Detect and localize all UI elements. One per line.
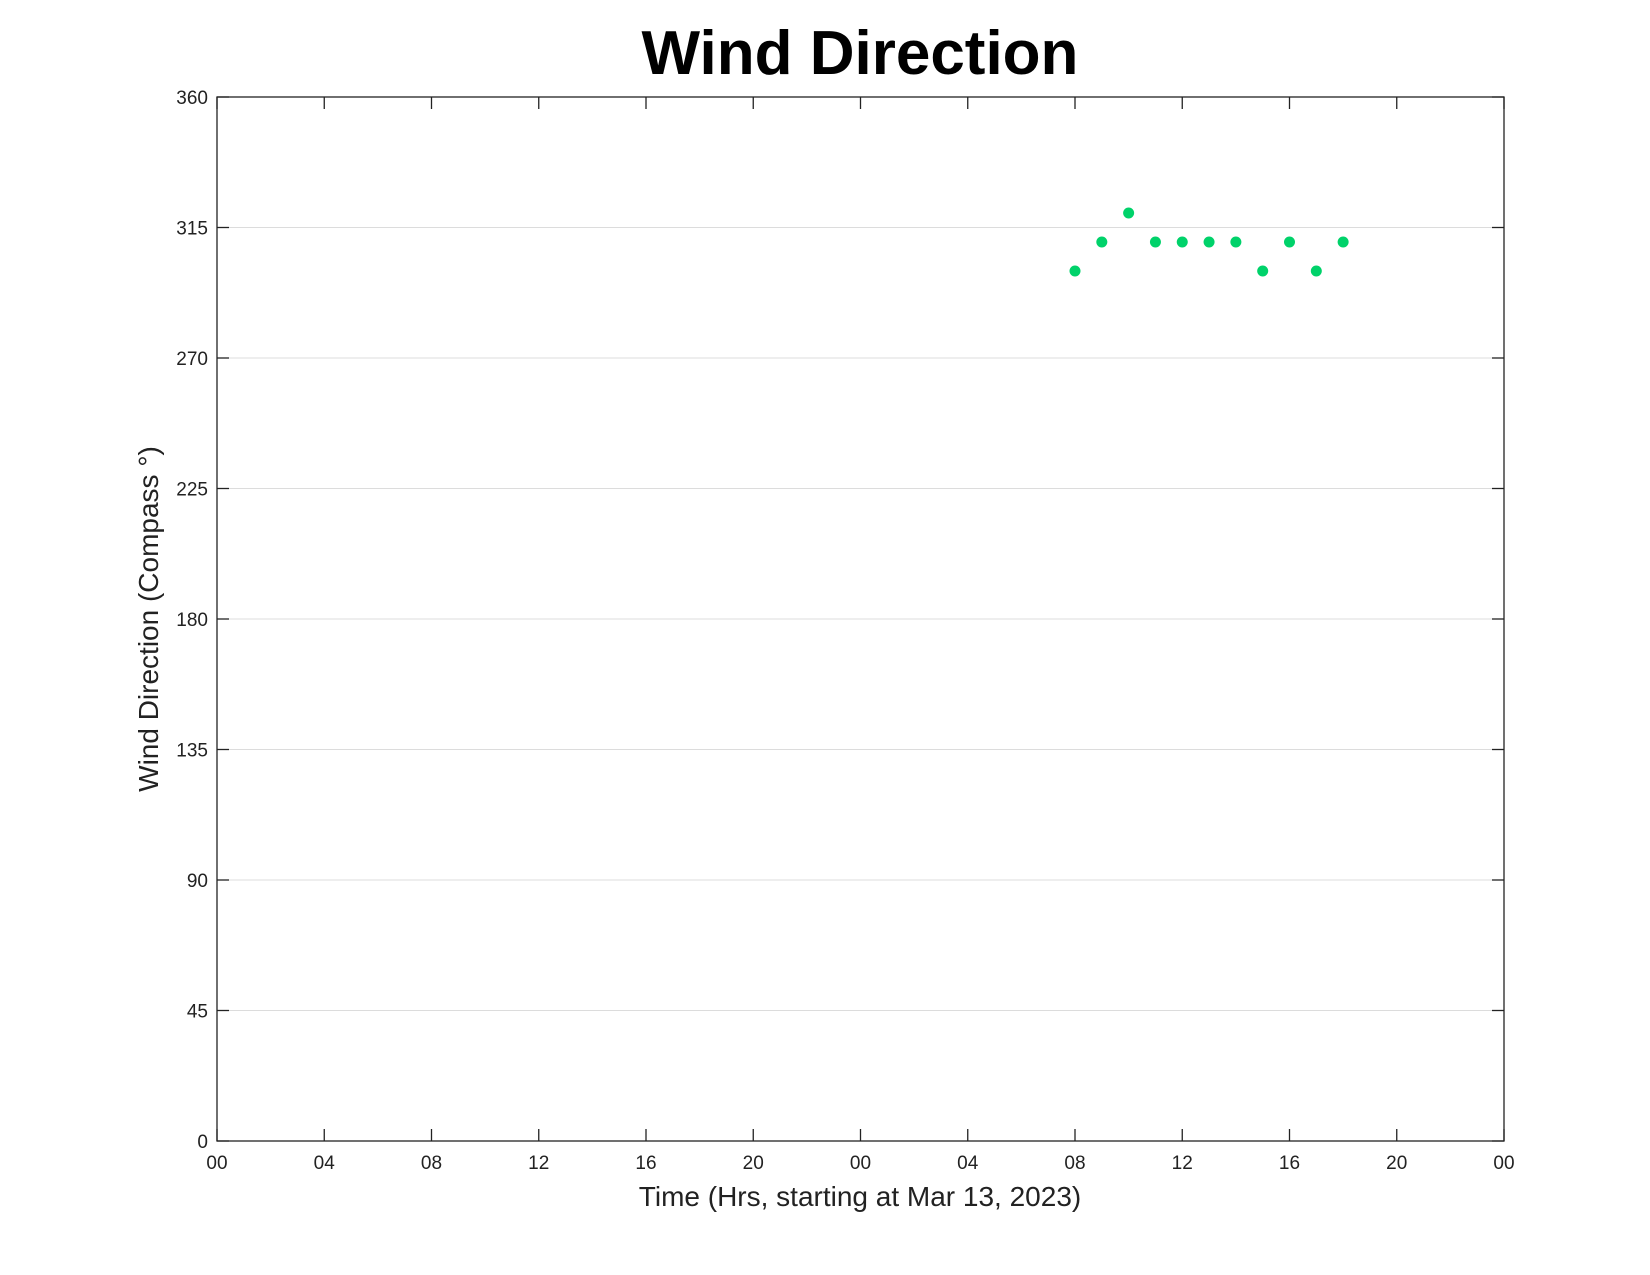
- data-point: [1096, 236, 1108, 248]
- y-tick-label: 90: [187, 871, 208, 892]
- x-tick-label: 00: [206, 1153, 227, 1174]
- x-tick-label: 16: [635, 1153, 656, 1174]
- x-tick-label: 20: [743, 1153, 764, 1174]
- y-tick-label: 45: [187, 1002, 208, 1023]
- y-tick-label: 180: [176, 610, 208, 631]
- y-tick-label: 315: [176, 219, 208, 240]
- grid-lines: [217, 227, 1504, 1011]
- x-tick-label: 20: [1386, 1153, 1407, 1174]
- data-point: [1230, 236, 1242, 248]
- x-tick-label: 08: [421, 1153, 442, 1174]
- y-tick-label: 270: [176, 349, 208, 370]
- x-tick-label: 16: [1279, 1153, 1300, 1174]
- x-tick-label: 04: [314, 1153, 336, 1174]
- y-tick-label: 135: [176, 741, 208, 762]
- data-point: [1069, 265, 1081, 277]
- x-tick-label: 00: [1493, 1153, 1514, 1174]
- data-point: [1257, 265, 1269, 277]
- data-points: [1069, 207, 1349, 277]
- data-point: [1176, 236, 1188, 248]
- data-point: [1310, 265, 1322, 277]
- data-point: [1284, 236, 1295, 248]
- data-point: [1149, 236, 1161, 248]
- x-tick-label: 00: [850, 1153, 871, 1174]
- x-tick-label: 12: [1172, 1153, 1193, 1174]
- chart-title: Wind Direction: [641, 19, 1079, 88]
- y-axis-label: Wind Direction (Compass °): [133, 446, 164, 792]
- data-point: [1123, 207, 1135, 219]
- y-tick-label: 225: [176, 480, 208, 501]
- data-point: [1337, 236, 1349, 248]
- x-axis-label: Time (Hrs, starting at Mar 13, 2023): [639, 1181, 1081, 1212]
- x-tick-label: 12: [528, 1153, 549, 1174]
- axis-ticks: 0 45 90 135 180 225 270 315 360 00 04 08 12 16 20 00 04 0…: [176, 88, 1514, 1174]
- x-tick-label: 08: [1064, 1153, 1085, 1174]
- y-tick-label: 0: [197, 1132, 208, 1153]
- data-point: [1203, 236, 1215, 248]
- x-tick-label: 04: [957, 1153, 979, 1174]
- y-tick-label: 360: [176, 88, 208, 109]
